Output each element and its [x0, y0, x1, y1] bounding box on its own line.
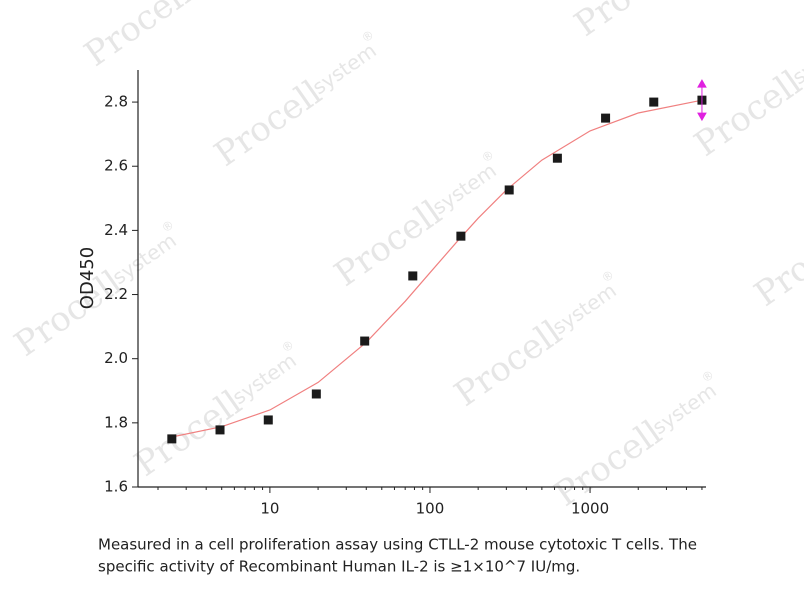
watermark-sub: system	[428, 158, 501, 219]
y-tick-label: 2.0	[104, 349, 128, 367]
watermark-brand: Procell	[327, 193, 449, 295]
data-point	[360, 336, 370, 346]
y-tick-label: 2.2	[104, 285, 128, 303]
watermark-sub: system	[228, 348, 301, 409]
caption-line: Measured in a cell proliferation assay u…	[98, 536, 697, 554]
selection-arrows	[697, 79, 707, 122]
data-point	[504, 185, 514, 195]
watermark-brand: Procell	[447, 313, 569, 415]
data-point	[408, 271, 418, 281]
x-tick-label: 100	[416, 500, 445, 518]
watermark-sub: system	[648, 378, 721, 439]
y-tick-label: 1.8	[104, 413, 128, 431]
watermark-brand: Procell	[77, 0, 199, 75]
data-point	[456, 231, 466, 241]
data-point	[311, 389, 321, 399]
watermark-brand: Procell	[207, 73, 329, 175]
y-axis-label: OD450	[77, 247, 98, 309]
y-tick-label: 2.4	[104, 221, 128, 239]
y-tick-label: 2.8	[104, 93, 128, 111]
watermark-sub: system	[308, 38, 381, 99]
data-point	[649, 97, 659, 107]
watermarks: Procellsystem®Procellsystem®Procellsyste…	[7, 0, 804, 515]
watermark-sub: system	[548, 278, 621, 339]
data-point	[215, 425, 225, 435]
data-point	[552, 153, 562, 163]
x-tick-label: 10	[260, 500, 279, 518]
caption-line: specific activity of Recombinant Human I…	[98, 558, 580, 576]
y-tick-label: 2.6	[104, 157, 128, 175]
x-tick-label: 1000	[571, 500, 609, 518]
fit-curve	[173, 99, 703, 438]
data-point	[263, 415, 273, 425]
data-point	[601, 113, 611, 123]
data-point	[167, 434, 177, 444]
watermark-brand: Procell	[747, 213, 804, 315]
watermark-brand: Procell	[567, 0, 689, 45]
y-tick-label: 1.6	[104, 478, 128, 496]
